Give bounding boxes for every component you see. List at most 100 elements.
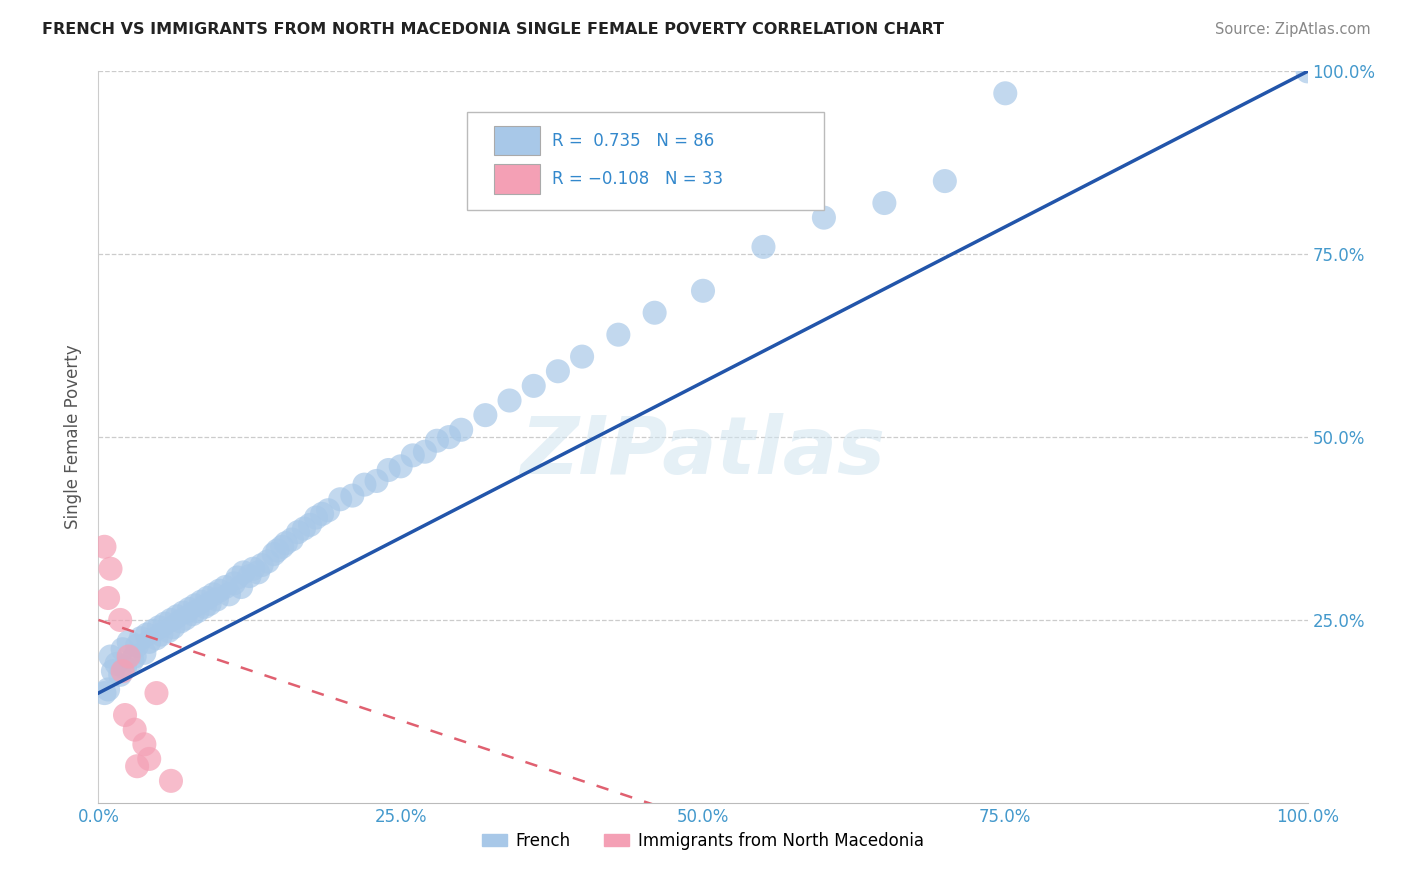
Point	[145, 686, 167, 700]
Point	[108, 613, 131, 627]
Point	[208, 583, 231, 598]
Point	[169, 615, 191, 629]
Point	[437, 430, 460, 444]
Point	[179, 602, 201, 616]
Point	[105, 657, 128, 671]
Point	[172, 606, 194, 620]
Legend: French, Immigrants from North Macedonia: French, Immigrants from North Macedonia	[475, 825, 931, 856]
Point	[166, 855, 188, 869]
Point	[607, 327, 630, 342]
Point	[148, 839, 170, 854]
Point	[271, 540, 294, 554]
Point	[114, 660, 136, 674]
Point	[547, 364, 569, 378]
Point	[316, 503, 339, 517]
Point	[256, 554, 278, 568]
Point	[229, 580, 252, 594]
Point	[148, 620, 170, 634]
Point	[101, 832, 124, 847]
Point	[124, 649, 146, 664]
Bar	[494, 126, 540, 155]
Text: FRENCH VS IMMIGRANTS FROM NORTH MACEDONIA SINGLE FEMALE POVERTY CORRELATION CHAR: FRENCH VS IMMIGRANTS FROM NORTH MACEDONI…	[42, 22, 945, 37]
Point	[292, 521, 315, 535]
Point	[222, 576, 245, 591]
Point	[121, 653, 143, 667]
Point	[305, 510, 328, 524]
Point	[101, 664, 124, 678]
Point	[174, 611, 197, 625]
Point	[162, 620, 184, 634]
Bar	[494, 164, 540, 194]
Point	[450, 423, 472, 437]
Point	[138, 752, 160, 766]
Point	[274, 536, 297, 550]
Point	[287, 525, 309, 540]
Point	[242, 562, 264, 576]
Point	[118, 635, 141, 649]
Point	[813, 211, 835, 225]
Point	[157, 624, 180, 638]
Point	[194, 599, 217, 614]
Point	[366, 474, 388, 488]
Point	[232, 566, 254, 580]
Point	[150, 627, 173, 641]
Point	[239, 569, 262, 583]
Point	[105, 855, 128, 869]
Point	[205, 592, 228, 607]
Point	[190, 594, 212, 608]
Point	[195, 591, 218, 605]
FancyBboxPatch shape	[467, 112, 824, 211]
Point	[114, 708, 136, 723]
Text: ZIPatlas: ZIPatlas	[520, 413, 886, 491]
Point	[135, 627, 157, 641]
Point	[118, 649, 141, 664]
Point	[329, 492, 352, 507]
Text: Source: ZipAtlas.com: Source: ZipAtlas.com	[1215, 22, 1371, 37]
Point	[413, 444, 436, 458]
Point	[247, 566, 270, 580]
Point	[353, 477, 375, 491]
Point	[166, 609, 188, 624]
Point	[121, 810, 143, 824]
Point	[93, 540, 115, 554]
Point	[226, 570, 249, 584]
Point	[263, 547, 285, 561]
Point	[145, 632, 167, 646]
Point	[181, 607, 204, 621]
Point	[134, 737, 156, 751]
Point	[142, 818, 165, 832]
Point	[752, 240, 775, 254]
Point	[184, 599, 207, 613]
Point	[108, 667, 131, 681]
Point	[111, 664, 134, 678]
Point	[523, 379, 546, 393]
Point	[214, 580, 236, 594]
Point	[498, 393, 520, 408]
Point	[389, 459, 412, 474]
Point	[160, 773, 183, 788]
Point	[692, 284, 714, 298]
Point	[402, 448, 425, 462]
Point	[153, 616, 176, 631]
Point	[299, 517, 322, 532]
Point	[934, 174, 956, 188]
Point	[281, 533, 304, 547]
Point	[311, 507, 333, 521]
Point	[138, 635, 160, 649]
Point	[129, 632, 152, 646]
Point	[266, 543, 288, 558]
Text: R =  0.735   N = 86: R = 0.735 N = 86	[551, 132, 714, 150]
Point	[187, 604, 209, 618]
Point	[426, 434, 449, 448]
Point	[218, 587, 240, 601]
Point	[129, 869, 152, 883]
Point	[184, 869, 207, 883]
Point	[142, 624, 165, 638]
Point	[250, 558, 273, 573]
Point	[644, 306, 666, 320]
Point	[93, 686, 115, 700]
Point	[198, 597, 221, 611]
Point	[97, 682, 120, 697]
Point	[134, 646, 156, 660]
Point	[571, 350, 593, 364]
